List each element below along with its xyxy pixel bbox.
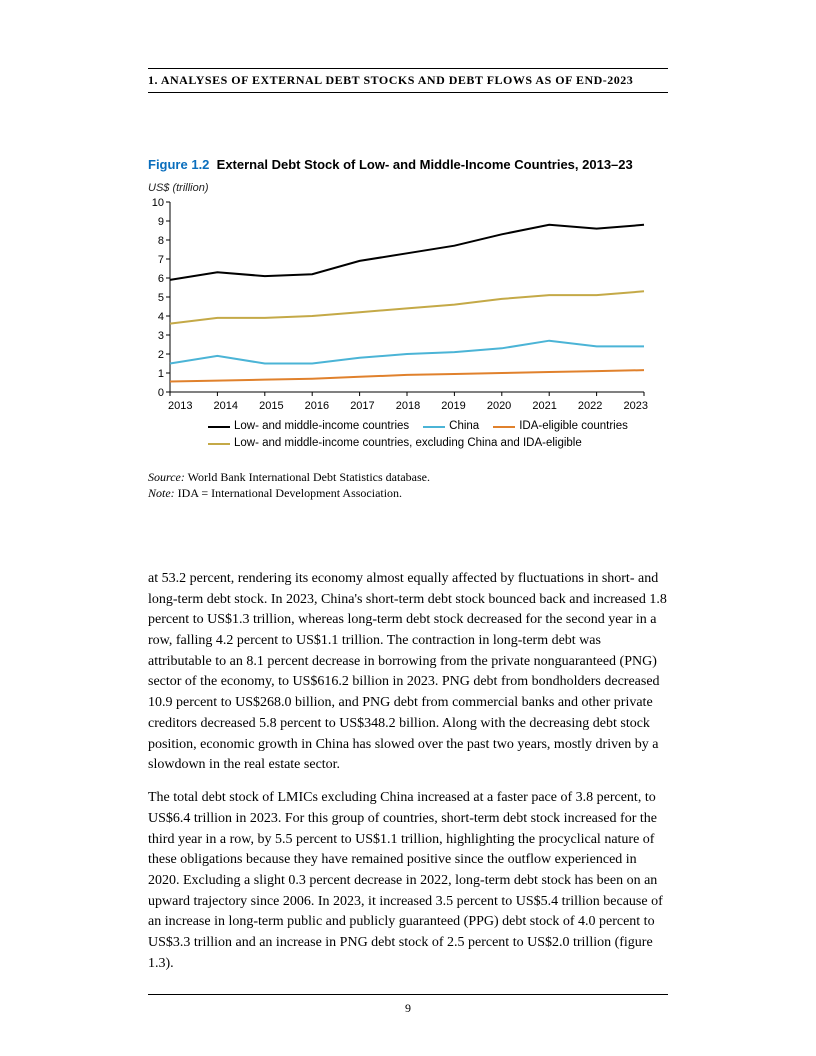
legend-swatch: [208, 443, 230, 445]
x-tick-label: 2013: [168, 400, 192, 412]
svg-text:1: 1: [158, 368, 164, 380]
legend-label: IDA-eligible countries: [519, 418, 628, 435]
y-axis-label: US$ (trillion): [148, 182, 668, 194]
x-tick-label: 2018: [396, 400, 420, 412]
legend-item: IDA-eligible countries: [493, 418, 628, 435]
svg-text:6: 6: [158, 273, 164, 285]
legend-swatch: [208, 426, 230, 428]
x-tick-label: 2016: [305, 400, 329, 412]
x-tick-label: 2022: [578, 400, 602, 412]
x-tick-label: 2023: [623, 400, 647, 412]
legend-label: Low- and middle-income countries: [234, 418, 409, 435]
legend-swatch: [423, 426, 445, 428]
legend-item: Low- and middle-income countries: [208, 418, 409, 435]
legend-item: Low- and middle-income countries, exclud…: [208, 435, 582, 452]
paragraph-1: at 53.2 percent, rendering its economy a…: [148, 569, 668, 776]
header-rule-top: [148, 68, 668, 69]
svg-text:4: 4: [158, 311, 164, 323]
paragraph-2: The total debt stock of LMICs excluding …: [148, 788, 668, 974]
source-text: World Bank International Debt Statistics…: [185, 470, 430, 484]
x-tick-label: 2015: [259, 400, 283, 412]
header-rule-bottom: [148, 92, 668, 93]
x-tick-label: 2017: [350, 400, 374, 412]
svg-text:3: 3: [158, 330, 164, 342]
svg-text:9: 9: [158, 216, 164, 228]
svg-text:8: 8: [158, 235, 164, 247]
legend-item: China: [423, 418, 479, 435]
x-axis-labels: 2013 2014 2015 2016 2017 2018 2019 2020 2021 2022…: [168, 400, 648, 412]
svg-text:10: 10: [152, 198, 164, 209]
legend-label: China: [449, 418, 479, 435]
header-title: 1. ANALYSES OF EXTERNAL DEBT STOCKS AND …: [148, 71, 668, 90]
chart-legend: Low- and middle-income countries China IDA…: [208, 418, 668, 453]
svg-text:5: 5: [158, 292, 164, 304]
footer-rule: [148, 994, 668, 995]
legend-swatch: [493, 426, 515, 428]
figure-caption: Figure 1.2 External Debt Stock of Low- a…: [148, 157, 668, 172]
figure-title: External Debt Stock of Low- and Middle-I…: [217, 157, 633, 172]
x-tick-label: 2019: [441, 400, 465, 412]
x-tick-label: 2020: [487, 400, 511, 412]
chart: 0 1 2 3 4 5 6 7 8 9 10: [148, 198, 648, 398]
figure-source: Source: World Bank International Debt St…: [148, 469, 668, 501]
figure-number: Figure 1.2: [148, 157, 209, 172]
page-header: 1. ANALYSES OF EXTERNAL DEBT STOCKS AND …: [148, 68, 668, 93]
svg-text:7: 7: [158, 254, 164, 266]
line-chart-svg: 0 1 2 3 4 5 6 7 8 9 10: [148, 198, 648, 398]
body-text: at 53.2 percent, rendering its economy a…: [148, 569, 668, 975]
svg-text:0: 0: [158, 387, 164, 398]
figure-block: Figure 1.2 External Debt Stock of Low- a…: [148, 157, 668, 501]
note-text: IDA = International Development Associat…: [175, 486, 402, 500]
x-tick-label: 2021: [532, 400, 556, 412]
legend-label: Low- and middle-income countries, exclud…: [234, 435, 582, 452]
note-label: Note:: [148, 486, 175, 500]
page-footer: 9: [148, 994, 668, 1016]
page-number: 9: [148, 1001, 668, 1016]
source-label: Source:: [148, 470, 185, 484]
svg-text:2: 2: [158, 349, 164, 361]
x-tick-label: 2014: [214, 400, 238, 412]
